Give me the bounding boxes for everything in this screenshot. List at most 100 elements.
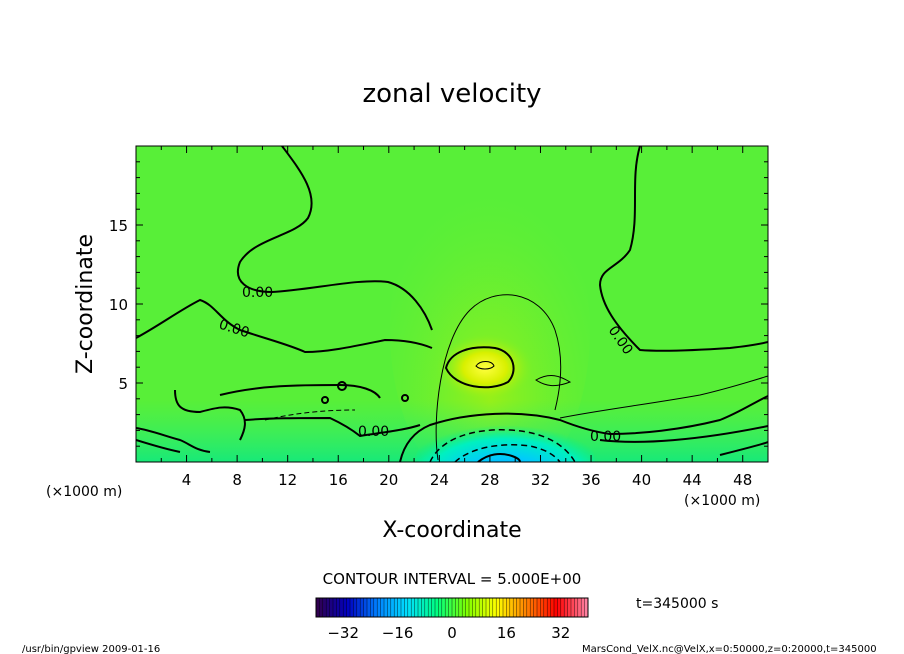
colorbar-cell xyxy=(465,598,470,617)
colorbar-cell xyxy=(418,598,422,617)
contour-lines xyxy=(136,146,768,462)
colorbar-cell xyxy=(523,598,528,617)
colorbar-cell xyxy=(537,598,541,617)
colorbar-cell xyxy=(445,598,449,617)
colorbar-cell xyxy=(394,598,398,617)
colorbar-tick-label: −32 xyxy=(327,624,359,642)
colorbar-cell xyxy=(472,598,477,617)
colorbar-cell xyxy=(547,598,551,617)
colorbar-cell xyxy=(343,598,347,617)
colorbar-cell xyxy=(479,598,483,617)
colorbar-cell xyxy=(550,598,555,617)
colorbar-tick-label: 0 xyxy=(447,624,457,642)
colorbar-cell xyxy=(506,598,511,617)
colorbar-cell xyxy=(414,598,419,617)
colorbar-cell xyxy=(475,598,480,617)
colorbar-cell xyxy=(577,598,582,617)
colorbar-frame xyxy=(315,597,589,618)
colorbar-cell xyxy=(326,598,330,617)
footer-left: /usr/bin/gpview 2009-01-16 xyxy=(22,644,160,654)
colorbar-cell xyxy=(428,598,432,617)
colorbar-cell xyxy=(329,598,334,617)
colorbar-cell xyxy=(448,598,453,617)
colorbar-cell xyxy=(452,598,456,617)
colorbar-cell xyxy=(350,598,354,617)
colorbar-cell xyxy=(322,598,327,617)
colorbar-cell xyxy=(319,598,324,617)
colorbar-cell xyxy=(503,598,507,617)
colorbar-cell xyxy=(411,598,415,617)
x-tick-label: 24 xyxy=(430,471,449,489)
colorbar-cell xyxy=(397,598,402,617)
colorbar-cell xyxy=(584,598,589,617)
colorbar-cell xyxy=(387,598,392,617)
colorbar-tick-label: 32 xyxy=(551,624,570,642)
colorbar-cell xyxy=(492,598,497,617)
colorbar-cell xyxy=(333,598,337,617)
footer-right: MarsCond_VelX.nc@VelX,x=0:50000,z=0:2000… xyxy=(582,644,877,654)
colorbar-cell xyxy=(407,598,412,617)
velocity-minimum xyxy=(415,416,595,462)
y-axis-label: Z-coordinate xyxy=(73,234,98,374)
colorbar-cell xyxy=(455,598,460,617)
colorbar-cell xyxy=(441,598,446,617)
x-tick-label: 28 xyxy=(480,471,499,489)
colorbar-cell xyxy=(435,598,439,617)
colorbar-cell xyxy=(564,598,568,617)
colorbar-cell xyxy=(431,598,436,617)
colorbar-cell xyxy=(346,598,351,617)
x-tick-label: 20 xyxy=(379,471,398,489)
x-tick-label: 32 xyxy=(531,471,550,489)
colorbar-tick-label: 16 xyxy=(497,624,516,642)
colorbar-cell xyxy=(560,598,565,617)
colorbar-cell xyxy=(380,598,385,617)
colorbar-ticks: −32 −16 0 16 32 xyxy=(327,624,570,642)
colorbar-cell xyxy=(401,598,405,617)
colorbar xyxy=(315,597,589,618)
colorbar-cell xyxy=(458,598,463,617)
colorbar-cell xyxy=(554,598,558,617)
x-tick-label: 40 xyxy=(632,471,651,489)
x-tick-label: 12 xyxy=(278,471,297,489)
x-axis-label: X-coordinate xyxy=(382,518,521,543)
colorbar-cell xyxy=(482,598,487,617)
colorbar-cell xyxy=(496,598,500,617)
colorbar-cell xyxy=(513,598,517,617)
colorbar-cell xyxy=(384,598,388,617)
contour-label: 0.00 xyxy=(242,285,273,301)
x-tick-label: 8 xyxy=(232,471,242,489)
colorbar-cell xyxy=(520,598,524,617)
velocity-maximum xyxy=(437,334,533,402)
colorbar-cell xyxy=(339,598,344,617)
x-unit-left: (×1000 m) xyxy=(46,484,122,500)
colorbar-cell xyxy=(571,598,575,617)
colorbar-cell xyxy=(462,598,466,617)
colorbar-cell xyxy=(421,598,426,617)
colorbar-cell xyxy=(526,598,531,617)
colorbar-cell xyxy=(370,598,375,617)
colorbar-cell xyxy=(469,598,473,617)
colorbar-cell xyxy=(373,598,378,617)
colorbar-cell xyxy=(367,598,371,617)
contour-label: 0.00 xyxy=(358,424,389,440)
colorbar-cell xyxy=(581,598,585,617)
colorbar-cell xyxy=(489,598,494,617)
colorbar-cell xyxy=(390,598,395,617)
contour-label: 0.00 xyxy=(590,429,621,445)
y-tick-label: 5 xyxy=(118,375,128,393)
colorbar-cell xyxy=(316,598,320,617)
colorbar-cell xyxy=(424,598,429,617)
colorbar-cell xyxy=(543,598,548,617)
colorbar-cell xyxy=(486,598,490,617)
colorbar-cell xyxy=(516,598,521,617)
colorbar-cell xyxy=(567,598,572,617)
colorbar-cell xyxy=(530,598,534,617)
colorbar-cell xyxy=(356,598,361,617)
x-tick-label: 36 xyxy=(581,471,600,489)
colorbar-cell xyxy=(360,598,364,617)
x-tick-label: 16 xyxy=(329,471,348,489)
x-tick-label: 4 xyxy=(182,471,192,489)
colorbar-cell xyxy=(557,598,562,617)
contour-interval-text: CONTOUR INTERVAL = 5.000E+00 xyxy=(323,570,582,588)
